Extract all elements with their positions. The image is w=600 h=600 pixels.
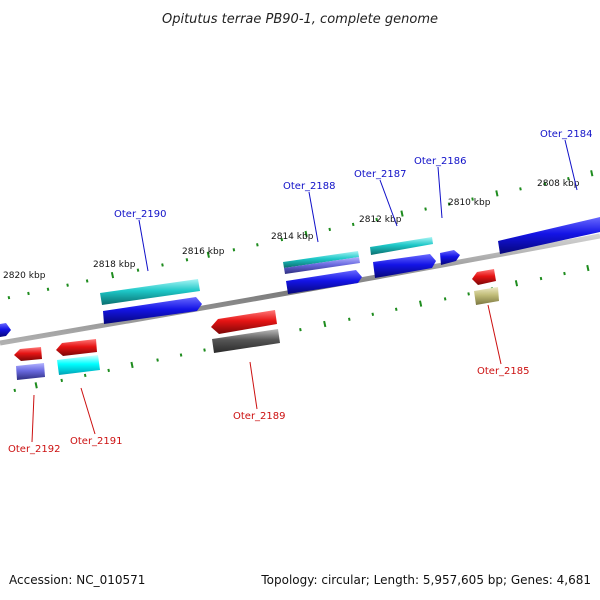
leader-oter-2192 — [31, 394, 35, 443]
scale-label-2816: 2816 kbp — [182, 247, 225, 257]
leader-oter-2191 — [80, 387, 96, 435]
feature-oter-2186-cds[interactable] — [440, 250, 460, 265]
gene-label-oter-2188[interactable]: Oter_2188 — [283, 181, 336, 192]
leader-oter-2189 — [249, 361, 258, 410]
genome-summary-text: Topology: circular; Length: 5,957,605 bp… — [261, 573, 591, 587]
feature-oter-2191-gene[interactable] — [57, 355, 100, 375]
leader-oter-2186 — [437, 166, 443, 219]
gene-label-oter-2185[interactable]: Oter_2185 — [477, 366, 530, 377]
label-leader-lines — [31, 139, 578, 443]
gene-labels: Oter_2184 Oter_2186 Oter_2187 Oter_2188 … — [8, 129, 593, 455]
forward-tick-track — [7, 170, 594, 300]
scale-label-2810: 2810 kbp — [448, 198, 491, 208]
scale-label-2818: 2818 kbp — [93, 260, 136, 270]
feature-oter-2188-gene[interactable] — [283, 251, 359, 268]
feature-oter-2185-gene[interactable] — [474, 287, 499, 305]
scale-label-2814: 2814 kbp — [271, 232, 314, 242]
feature-oter-2192-cds[interactable] — [14, 347, 42, 361]
scale-label-2812: 2812 kbp — [359, 215, 402, 225]
scale-labels: 2808 kbp 2810 kbp 2812 kbp 2814 kbp 2816… — [3, 179, 580, 281]
scale-label-2820: 2820 kbp — [3, 271, 46, 281]
map-title: Opitutus terrae PB90-1, complete genome — [162, 12, 438, 27]
gene-label-oter-2189[interactable]: Oter_2189 — [233, 411, 286, 422]
leader-oter-2188 — [308, 191, 319, 243]
accession-text: Accession: NC_010571 — [9, 573, 146, 587]
leader-oter-2190 — [138, 219, 149, 272]
leader-oter-2187 — [379, 179, 398, 227]
feature-oter-2190-cds[interactable] — [103, 297, 202, 324]
leader-oter-2185 — [487, 304, 502, 365]
reverse-features — [14, 269, 499, 380]
feature-oter-2187-gene[interactable] — [370, 237, 433, 255]
feature-oter-2189-cds[interactable] — [211, 310, 277, 334]
feature-oter-2188-band[interactable] — [284, 257, 360, 274]
forward-features — [0, 217, 600, 337]
feature-oter-2188-cds[interactable] — [286, 270, 362, 294]
gene-label-oter-2191[interactable]: Oter_2191 — [70, 436, 123, 447]
feature-edge-cds[interactable] — [0, 323, 11, 337]
gene-label-oter-2184[interactable]: Oter_2184 — [540, 129, 593, 140]
feature-oter-2187-cds[interactable] — [373, 254, 436, 278]
feature-oter-2185-cds[interactable] — [472, 269, 496, 285]
feature-oter-2184-cds[interactable] — [498, 217, 600, 254]
feature-oter-2192-gene[interactable] — [16, 363, 45, 380]
feature-oter-2189-gene[interactable] — [212, 329, 280, 353]
gene-label-oter-2187[interactable]: Oter_2187 — [354, 169, 407, 180]
leader-oter-2184 — [564, 139, 578, 191]
feature-oter-2191-cds[interactable] — [56, 339, 97, 356]
gene-label-oter-2186[interactable]: Oter_2186 — [414, 156, 467, 167]
scale-label-2808: 2808 kbp — [537, 179, 580, 189]
feature-oter-2190-gene[interactable] — [100, 279, 200, 305]
gene-label-oter-2190[interactable]: Oter_2190 — [114, 209, 167, 220]
gene-label-oter-2192[interactable]: Oter_2192 — [8, 444, 61, 455]
